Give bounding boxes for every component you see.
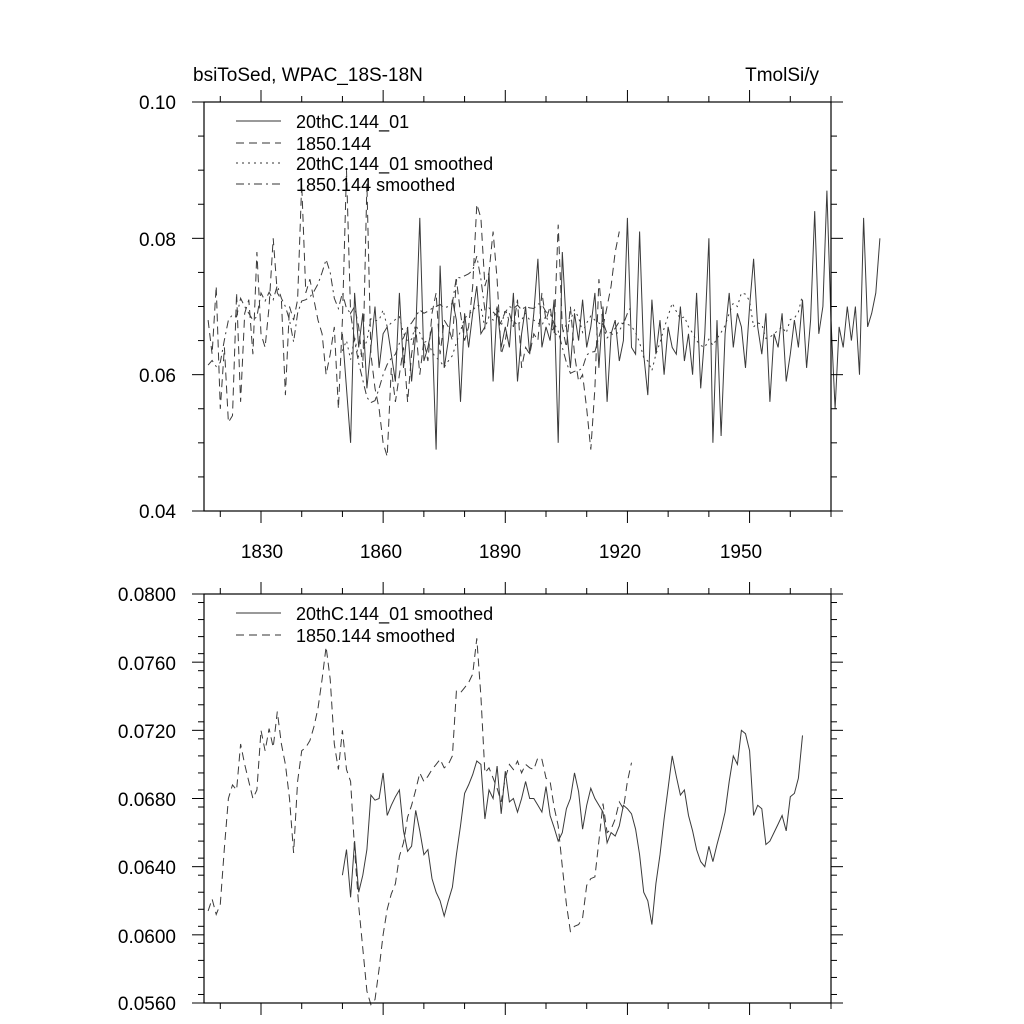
bottom-ytick-label: 0.0680 (118, 790, 176, 811)
top-tick-marks (192, 90, 843, 523)
top-legend: 20thC.144_01 1850.144 20thC.144_01 smoot… (236, 112, 493, 195)
bottom-ytick-label: 0.0560 (118, 994, 176, 1015)
top-chart: bsiToSed, WPAC_18S-18N TmolSi/y 0.10 0.0… (139, 65, 881, 563)
series-line-1850-144-smoothed (207, 638, 632, 1006)
top-ytick-label: 0.08 (139, 230, 176, 251)
bottom-plot-frame (203, 593, 832, 1004)
top-xtick-label: 1920 (599, 542, 641, 563)
top-series-group (207, 170, 881, 457)
legend-label: 1850.144 smoothed (296, 626, 455, 646)
top-chart-title-left: bsiToSed, WPAC_18S-18N (193, 65, 423, 86)
bottom-ytick-label: 0.0760 (118, 654, 176, 675)
top-xtick-label: 1830 (241, 542, 283, 563)
legend-label: 20thC.144_01 (296, 112, 409, 133)
series-line-20thc-144-01-smoothed (341, 729, 803, 925)
legend-label: 20thC.144_01 smoothed (296, 154, 493, 175)
top-ytick-label: 0.10 (139, 93, 176, 114)
legend-label: 20thC.144_01 smoothed (296, 604, 493, 625)
bottom-ytick-label: 0.0600 (118, 927, 176, 948)
bottom-chart: 0.0800 0.0760 0.0720 0.0680 0.0640 0.060… (118, 582, 843, 1015)
bottom-tick-marks (192, 582, 843, 1015)
bottom-ytick-label: 0.0640 (118, 858, 176, 879)
top-xtick-label: 1890 (479, 542, 521, 563)
legend-label: 1850.144 smoothed (296, 175, 455, 195)
top-chart-title-right: TmolSi/y (745, 65, 819, 86)
bottom-series-group (207, 638, 803, 1006)
series-line-20thc-144-01-smoothed (341, 292, 803, 373)
series-line-1850-144 (207, 170, 620, 457)
legend-label: 1850.144 (296, 134, 371, 154)
bottom-ytick-label: 0.0720 (118, 722, 176, 743)
top-xtick-label: 1950 (720, 542, 762, 563)
bottom-legend: 20thC.144_01 smoothed 1850.144 smoothed (236, 604, 493, 646)
series-line-20thc-144-01 (341, 190, 881, 450)
top-ytick-label: 0.04 (139, 502, 176, 523)
bottom-ytick-label: 0.0800 (118, 585, 176, 606)
series-line-1850-144-smoothed (207, 255, 632, 404)
top-ytick-label: 0.06 (139, 366, 176, 387)
top-xtick-label: 1860 (360, 542, 402, 563)
